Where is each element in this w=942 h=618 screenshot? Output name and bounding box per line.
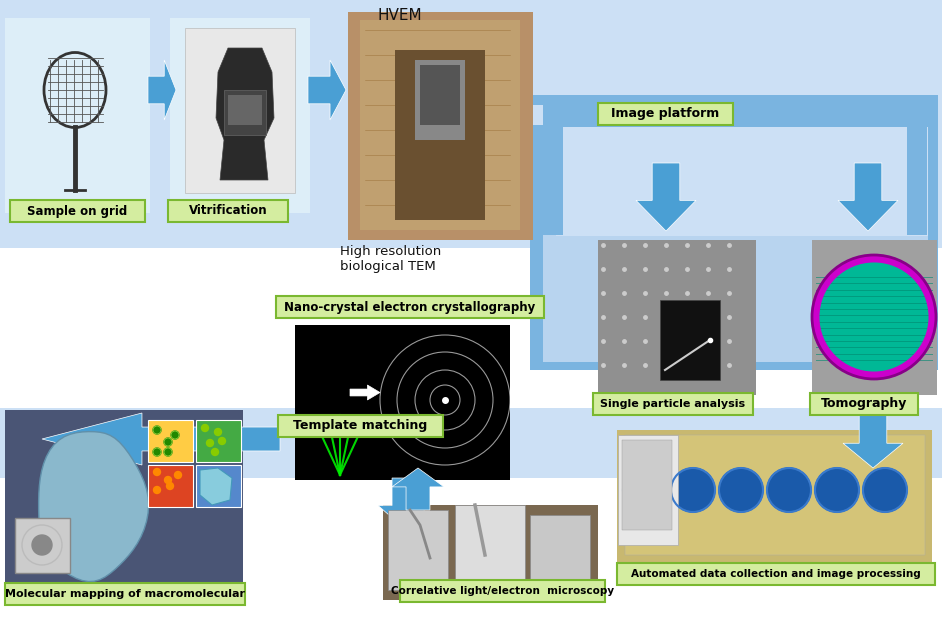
FancyBboxPatch shape bbox=[530, 515, 590, 587]
Text: High resolution
biological TEM: High resolution biological TEM bbox=[340, 245, 441, 273]
FancyBboxPatch shape bbox=[812, 240, 937, 395]
Circle shape bbox=[174, 472, 182, 478]
Polygon shape bbox=[843, 413, 903, 468]
Polygon shape bbox=[39, 431, 149, 582]
Circle shape bbox=[767, 468, 811, 512]
FancyBboxPatch shape bbox=[388, 510, 448, 590]
Text: Tomography: Tomography bbox=[820, 397, 907, 410]
Circle shape bbox=[816, 259, 932, 375]
FancyBboxPatch shape bbox=[148, 465, 193, 507]
FancyBboxPatch shape bbox=[530, 95, 938, 370]
FancyBboxPatch shape bbox=[360, 20, 520, 230]
FancyBboxPatch shape bbox=[15, 518, 70, 573]
Polygon shape bbox=[350, 385, 380, 400]
Circle shape bbox=[219, 438, 225, 444]
Polygon shape bbox=[216, 48, 274, 180]
Polygon shape bbox=[148, 60, 176, 120]
Circle shape bbox=[153, 426, 161, 434]
Polygon shape bbox=[392, 468, 444, 510]
Circle shape bbox=[167, 483, 173, 489]
Polygon shape bbox=[308, 60, 346, 120]
Text: HVEM: HVEM bbox=[378, 8, 422, 23]
FancyBboxPatch shape bbox=[415, 60, 465, 140]
FancyBboxPatch shape bbox=[907, 125, 927, 235]
FancyBboxPatch shape bbox=[10, 200, 145, 222]
Circle shape bbox=[815, 468, 859, 512]
Circle shape bbox=[164, 438, 172, 446]
FancyBboxPatch shape bbox=[543, 125, 563, 235]
Circle shape bbox=[202, 425, 208, 431]
FancyBboxPatch shape bbox=[593, 393, 753, 415]
FancyBboxPatch shape bbox=[400, 580, 605, 602]
FancyBboxPatch shape bbox=[5, 18, 150, 213]
Circle shape bbox=[154, 486, 160, 494]
FancyBboxPatch shape bbox=[598, 240, 756, 395]
Polygon shape bbox=[42, 413, 280, 465]
FancyBboxPatch shape bbox=[533, 105, 603, 125]
Circle shape bbox=[153, 448, 161, 456]
FancyBboxPatch shape bbox=[383, 505, 598, 600]
Text: Molecular mapping of macromolecular: Molecular mapping of macromolecular bbox=[5, 589, 245, 599]
Circle shape bbox=[671, 468, 715, 512]
FancyBboxPatch shape bbox=[170, 18, 310, 213]
Polygon shape bbox=[200, 468, 232, 505]
FancyBboxPatch shape bbox=[598, 103, 733, 125]
FancyBboxPatch shape bbox=[395, 50, 485, 220]
FancyBboxPatch shape bbox=[148, 420, 193, 462]
FancyBboxPatch shape bbox=[168, 200, 288, 222]
FancyBboxPatch shape bbox=[622, 440, 672, 530]
Polygon shape bbox=[378, 478, 430, 528]
FancyBboxPatch shape bbox=[556, 118, 928, 236]
FancyBboxPatch shape bbox=[543, 105, 928, 127]
Text: Nano-crystal electron crystallography: Nano-crystal electron crystallography bbox=[284, 300, 536, 313]
Polygon shape bbox=[838, 163, 898, 231]
Circle shape bbox=[165, 476, 171, 483]
FancyBboxPatch shape bbox=[810, 393, 918, 415]
Circle shape bbox=[215, 428, 221, 436]
Circle shape bbox=[206, 439, 214, 446]
Circle shape bbox=[154, 468, 160, 475]
FancyBboxPatch shape bbox=[295, 325, 510, 480]
FancyBboxPatch shape bbox=[455, 505, 525, 590]
FancyBboxPatch shape bbox=[0, 408, 942, 478]
FancyBboxPatch shape bbox=[625, 435, 925, 555]
Circle shape bbox=[623, 468, 667, 512]
Circle shape bbox=[719, 468, 763, 512]
Text: Correlative light/electron  microscopy: Correlative light/electron microscopy bbox=[391, 586, 614, 596]
FancyBboxPatch shape bbox=[5, 583, 245, 605]
FancyBboxPatch shape bbox=[543, 107, 928, 362]
Circle shape bbox=[212, 449, 219, 455]
Circle shape bbox=[164, 448, 172, 456]
Text: Image platform: Image platform bbox=[611, 108, 720, 121]
Polygon shape bbox=[636, 163, 696, 231]
FancyBboxPatch shape bbox=[420, 65, 460, 125]
Circle shape bbox=[171, 431, 179, 439]
Text: Template matching: Template matching bbox=[293, 420, 428, 433]
FancyBboxPatch shape bbox=[276, 296, 544, 318]
Circle shape bbox=[32, 535, 52, 555]
Text: Single particle analysis: Single particle analysis bbox=[600, 399, 745, 409]
Text: Sample on grid: Sample on grid bbox=[27, 205, 127, 218]
FancyBboxPatch shape bbox=[617, 430, 932, 565]
FancyBboxPatch shape bbox=[196, 465, 241, 507]
FancyBboxPatch shape bbox=[618, 435, 678, 545]
FancyBboxPatch shape bbox=[660, 300, 720, 380]
Circle shape bbox=[863, 468, 907, 512]
FancyBboxPatch shape bbox=[5, 410, 243, 588]
FancyBboxPatch shape bbox=[617, 563, 935, 585]
FancyBboxPatch shape bbox=[348, 12, 533, 240]
FancyBboxPatch shape bbox=[0, 0, 942, 248]
FancyBboxPatch shape bbox=[185, 28, 295, 193]
FancyBboxPatch shape bbox=[196, 420, 241, 462]
Text: Vitrification: Vitrification bbox=[188, 205, 268, 218]
Text: Automated data collection and image processing: Automated data collection and image proc… bbox=[631, 569, 921, 579]
FancyBboxPatch shape bbox=[228, 95, 262, 125]
FancyBboxPatch shape bbox=[278, 415, 443, 437]
FancyBboxPatch shape bbox=[224, 90, 266, 135]
